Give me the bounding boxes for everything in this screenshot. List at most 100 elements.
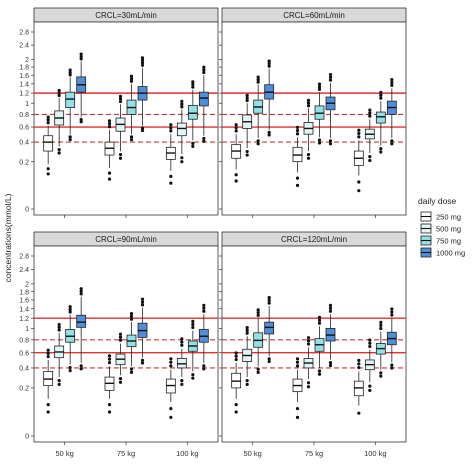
box [65,305,76,373]
outlier-point [180,337,184,341]
outlier-point [317,321,322,325]
outlier-point [390,307,394,311]
outlier-point [191,373,195,377]
y-tick-label: 0.2 [19,385,29,392]
outlier-point [234,126,238,130]
outlier-point [68,307,72,311]
plot-area [221,245,407,443]
outlier-point [379,93,383,97]
outlier-point [234,129,238,133]
panel: CRCL=120mL/min 50 kg 75 kg 100 kg [219,231,407,458]
outlier-point [368,111,372,115]
box [165,123,176,185]
outlier-point [328,75,333,79]
outlier-point [68,70,72,75]
y-tick-label: 1.8 [19,65,29,72]
outlier-point [180,156,184,160]
panel: CRCL=60mL/min [219,7,407,218]
outlier-point [191,141,195,145]
y-tick-label: 0 [25,207,29,214]
outlier-point [317,369,322,373]
outlier-point [368,108,372,112]
outlier-point [79,367,83,371]
box [303,98,314,160]
outlier-point [256,139,260,143]
outlier-point [245,379,249,383]
outlier-point [234,179,238,183]
outlier-point [368,341,372,345]
outlier-point [57,88,61,93]
box [231,351,242,414]
outlier-point [295,183,300,187]
y-tick-label: 2.4 [19,267,29,274]
outlier-point [245,149,249,154]
outlier-point [202,306,206,310]
outlier-point [46,118,50,122]
outlier-point [169,123,173,127]
outlier-point [180,379,184,383]
box [253,75,264,146]
outlier-point [379,96,383,100]
outlier-point [202,70,206,75]
outlier-point [79,292,83,296]
outlier-point [169,357,173,361]
outlier-point [328,309,333,313]
x-tick-label: 100 kg [176,449,199,458]
legend-entries: 250 mg 500 mg 750 mg 1000 mg [420,211,465,258]
outlier-point [68,135,72,139]
legend-entry: 250 mg [420,211,461,222]
outlier-point [368,344,372,349]
outlier-point [107,177,112,181]
outlier-point [140,297,145,301]
box [165,357,176,419]
box [386,78,397,146]
outlier-point [107,122,112,126]
outlier-point [267,64,271,68]
outlier-point [328,303,333,307]
box [292,125,303,187]
outlier-point [79,289,83,293]
outlier-point [267,133,271,137]
outlier-point [357,180,361,184]
outlier-point [256,370,260,374]
outlier-point [169,181,173,185]
outlier-point [79,117,83,122]
outlier-point [191,80,195,84]
outlier-point [390,83,394,88]
y-tick-label: 0.8 [19,337,29,344]
outlier-point [169,360,173,364]
outlier-point [267,59,271,63]
y-tick-label: 1.6 [19,73,29,80]
outlier-point [328,78,333,82]
outlier-point [202,65,206,69]
outlier-point [46,410,50,414]
outlier-point [379,374,383,378]
outlier-point [317,138,322,142]
outlier-point [295,176,300,180]
outlier-point [317,372,322,376]
outlier-point [140,126,145,130]
box [353,128,364,193]
outlier-point [191,325,195,330]
outlier-point [140,58,145,62]
outlier-point [328,139,333,143]
outlier-point [256,142,260,146]
outlier-point [267,295,271,300]
outlier-point [234,403,238,407]
outlier-point [368,155,372,159]
x-tick-label: 100 kg [364,449,387,458]
outlier-point [140,300,145,304]
outlier-point [328,363,333,368]
box [198,65,209,143]
outlier-point [317,315,322,320]
outlier-point [79,52,83,56]
outlier-point [234,354,238,358]
outlier-point [390,366,394,370]
outlier-point [357,131,361,136]
outlier-point [295,364,300,368]
legend-entry: 500 mg [420,223,461,234]
box [198,303,209,371]
outlier-point [180,343,184,347]
outlier-point [140,303,145,307]
